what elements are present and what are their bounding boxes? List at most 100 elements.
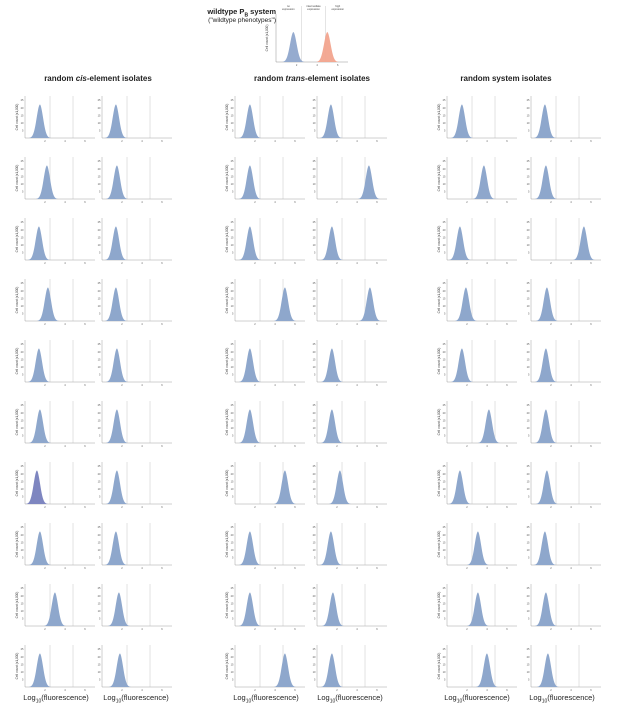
small-y-axis-label: Cell count (x1,000) [15,531,19,558]
y-tick-label: 10 [443,487,446,491]
y-tick-label: 5 [528,555,530,559]
y-tick-label: 10 [231,304,234,308]
y-tick-label: 20 [231,533,234,537]
x-tick-label: 4 [570,261,572,265]
y-tick-label: 25 [527,98,530,102]
y-tick-label: 10 [443,609,446,613]
y-tick-label: 5 [314,128,316,132]
x-tick-label: 4 [64,261,66,265]
x-tick-label: 4 [356,566,358,570]
group-title-trans: random trans-element isolates [253,74,371,83]
y-tick-label: 25 [98,525,101,529]
histogram-area [239,226,261,260]
small-histogram: 5 10 15 20 25 2 4 6 Cell count (x1,000) [437,157,517,204]
x-tick-label: 4 [570,139,572,143]
x-tick-label: 6 [84,322,86,326]
small-y-axis-label: Cell count (x1,000) [15,287,19,314]
y-tick-label: 20 [313,472,316,476]
y-tick-label: 10 [231,548,234,552]
x-tick-label: 4 [486,200,488,204]
y-tick-label: 5 [22,494,24,498]
x-tick-label: 6 [161,383,163,387]
y-tick-label: 15 [313,479,316,483]
small-y-axis-label: Cell count (x1,000) [437,104,441,131]
small-histogram: 5 10 15 20 25 2 4 6 Cell count (x1,000) [225,523,305,570]
x-tick-label: 6 [506,505,508,509]
y-tick-label: 10 [21,365,24,369]
y-tick-label: 10 [98,670,101,674]
y-tick-label: 15 [21,418,24,422]
y-tick-label: 10 [231,182,234,186]
small-histogram: 5 10 15 20 25 2 4 6 Cell count (x1,000) [15,96,95,143]
small-histogram: 5 10 15 20 25 2 4 6 Cell count (x1,000) [15,584,95,631]
y-tick-label: 5 [444,677,446,681]
y-tick-label: 20 [21,411,24,415]
x-tick-label: 4 [64,627,66,631]
small-y-axis-label: Cell count (x1,000) [225,653,229,680]
histogram-area [105,226,127,260]
y-tick-label: 5 [232,494,234,498]
histogram-area [467,592,489,626]
histogram-area [274,287,296,321]
y-tick-label: 15 [98,174,101,178]
small-histogram: 5 10 15 20 25 2 4 6 [313,401,387,448]
x-tick-label: 4 [64,566,66,570]
y-tick-label: 20 [443,472,446,476]
y-tick-label: 20 [313,594,316,598]
histogram-area [105,287,127,321]
y-tick-label: 15 [313,418,316,422]
x-tick-label: 4 [141,383,143,387]
y-tick-label: 10 [443,243,446,247]
x-tick-label: 4 [64,688,66,692]
y-tick-label: 10 [527,243,530,247]
y-tick-label: 25 [313,647,316,651]
y-tick-label: 15 [21,235,24,239]
y-tick-label: 5 [232,311,234,315]
x-tick-label: 6 [506,139,508,143]
y-tick-label: 25 [313,98,316,102]
y-tick-label: 15 [231,479,234,483]
y-tick-label: 5 [314,616,316,620]
histogram-area [321,653,343,687]
small-histogram: 5 10 15 20 25 2 4 6 Cell count (x1,000) [437,340,517,387]
y-tick-label: 5 [314,555,316,559]
small-y-axis-label: Cell count (x1,000) [437,226,441,253]
y-tick-label: 25 [527,647,530,651]
x-tick-label: 2 [336,688,338,692]
x-tick-label: 6 [376,261,378,265]
histogram-area [274,653,296,687]
y-tick-label: 25 [231,342,234,346]
x-tick-label: 6 [376,566,378,570]
y-tick-label: 20 [231,655,234,659]
y-tick-label: 25 [313,464,316,468]
histogram-area [28,226,50,260]
y-tick-label: 10 [21,670,24,674]
histogram-area [37,287,59,321]
small-y-axis-label: Cell count (x1,000) [437,470,441,497]
y-tick-label: 25 [21,342,24,346]
x-tick-label: 2 [550,627,552,631]
x-tick-label: 4 [356,383,358,387]
y-tick-label: 15 [443,296,446,300]
x-tick-label: 6 [161,261,163,265]
y-tick-label: 5 [528,128,530,132]
x-tick-label: 2 [336,200,338,204]
x-tick-label: 6 [161,322,163,326]
small-histogram: 5 10 15 20 25 2 4 6 [313,96,387,143]
group-title-cis: random cis-element isolates [44,74,152,83]
small-histogram: 5 10 15 20 25 2 4 6 [313,218,387,265]
x-tick-label: 4 [274,688,276,692]
y-tick-label: 25 [231,525,234,529]
x-tick-label: 4 [141,200,143,204]
small-histogram: 5 10 15 20 25 2 4 6 [313,523,387,570]
x-tick-label: 6 [376,444,378,448]
y-tick-label: 5 [22,311,24,315]
y-tick-label: 10 [527,426,530,430]
y-tick-label: 10 [443,304,446,308]
x-tick-label: 2 [466,139,468,143]
y-tick-label: 15 [443,113,446,117]
y-tick-label: 15 [98,418,101,422]
x-tick-label: 2 [466,383,468,387]
x-tick-label: 6 [294,261,296,265]
y-tick-label: 10 [231,243,234,247]
